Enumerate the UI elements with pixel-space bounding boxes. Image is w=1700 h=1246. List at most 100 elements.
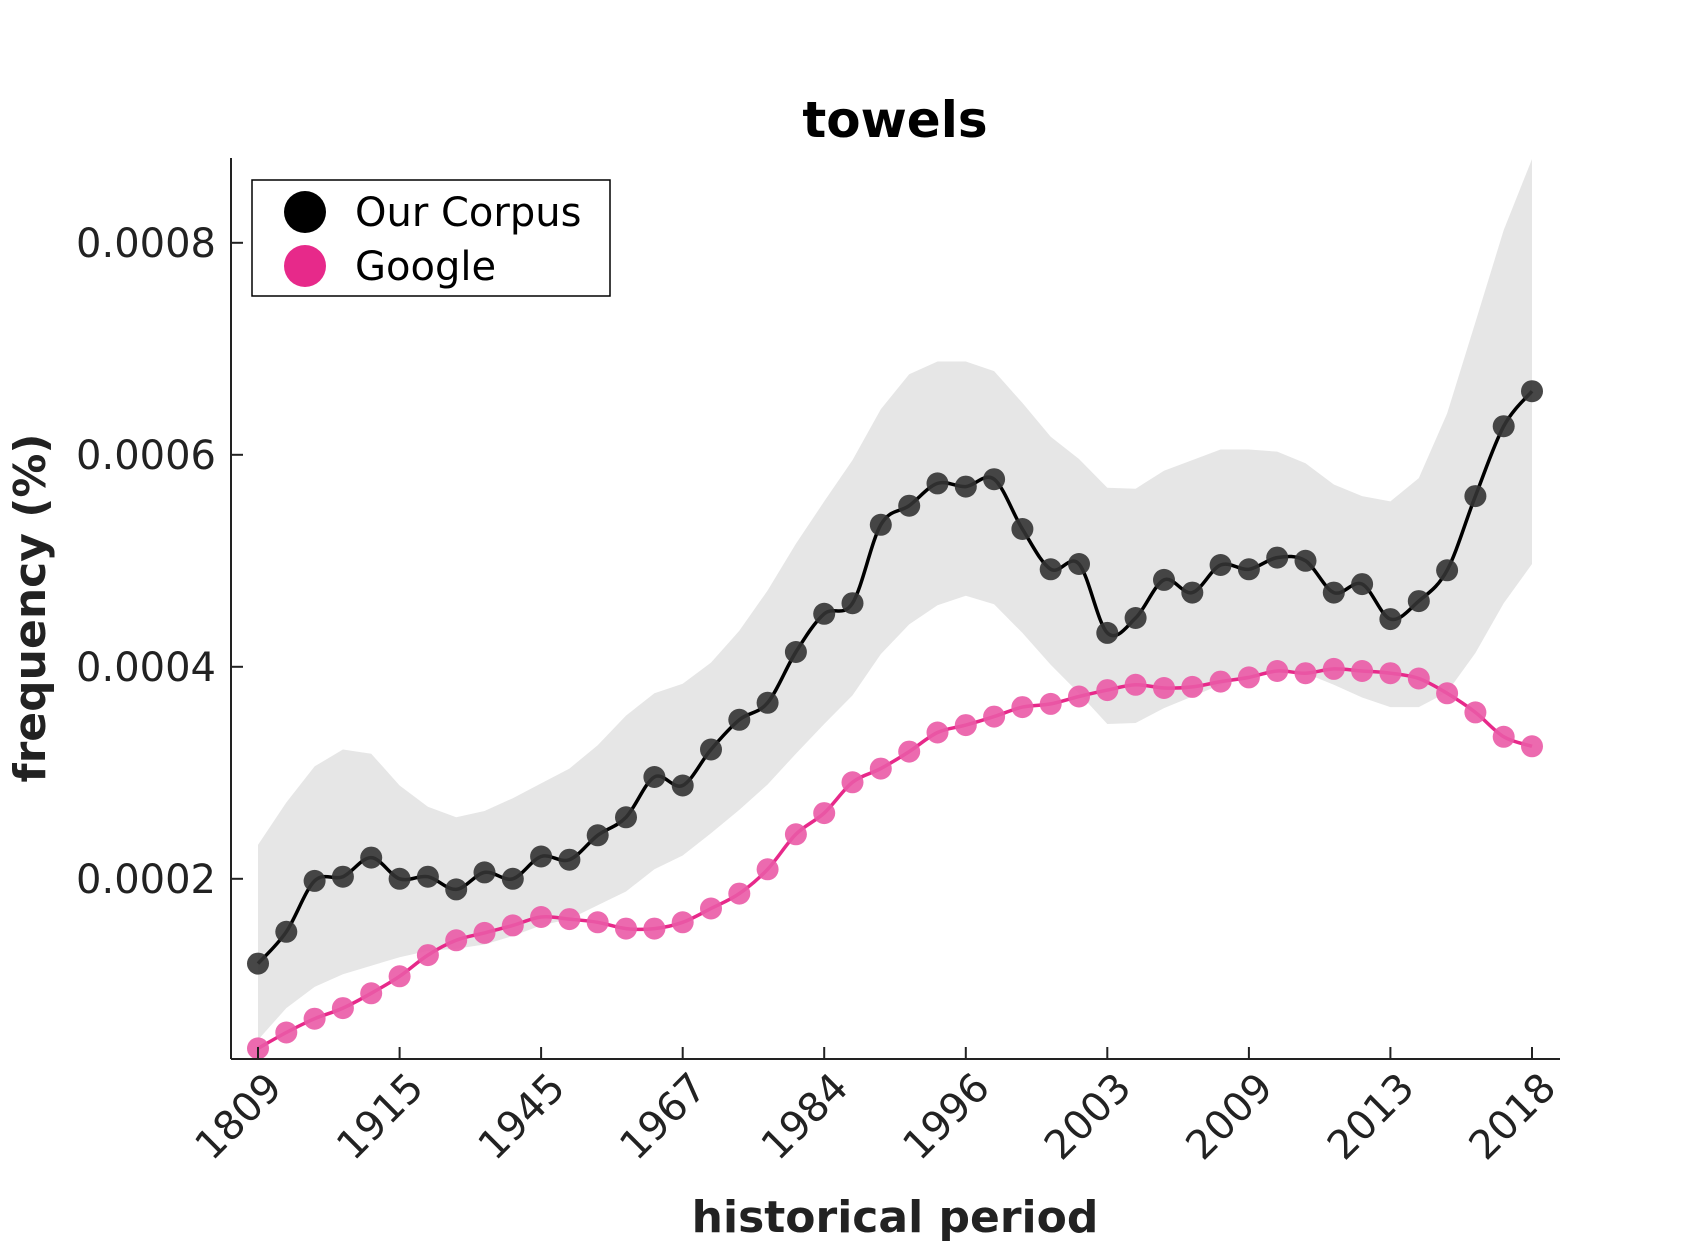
- our-corpus-point: [1039, 558, 1062, 581]
- our-corpus-point: [615, 806, 637, 829]
- our-corpus-point: [473, 861, 496, 884]
- google-point: [1379, 662, 1402, 685]
- our-corpus-point: [247, 952, 269, 975]
- legend-label-google: Google: [355, 244, 496, 290]
- our-corpus-point: [360, 846, 383, 869]
- google-point: [1266, 660, 1289, 682]
- y-tick-label: 0.0002: [76, 857, 216, 903]
- google-point: [1351, 660, 1374, 682]
- google-line: [257, 667, 1533, 1050]
- confidence-band-layer: [258, 159, 1532, 1040]
- our-corpus-point: [1011, 518, 1034, 540]
- google-point: [1039, 692, 1062, 715]
- google-point: [841, 771, 864, 794]
- our-corpus-point: [1237, 558, 1260, 581]
- our-corpus-point: [1153, 568, 1175, 591]
- google-point: [700, 897, 722, 920]
- our-corpus-point: [1379, 608, 1402, 631]
- our-corpus-point: [926, 472, 949, 495]
- y-axis-label: frequency (%): [5, 433, 56, 782]
- google-point: [530, 906, 553, 928]
- google-point: [671, 911, 694, 934]
- our-corpus-point: [1124, 607, 1147, 629]
- our-corpus-point: [586, 824, 609, 847]
- our-corpus-point: [445, 878, 468, 901]
- our-corpus-point: [1464, 485, 1487, 508]
- google-point: [416, 944, 439, 967]
- google-point: [898, 740, 921, 763]
- google-point: [1011, 696, 1034, 719]
- google-point: [501, 914, 524, 937]
- google-point: [756, 858, 779, 881]
- x-axis-label: historical period: [692, 1192, 1099, 1243]
- google-point: [1068, 685, 1090, 708]
- y-tick-label: 0.0004: [76, 645, 216, 691]
- google-point: [1464, 701, 1487, 724]
- our-corpus-point: [1068, 553, 1090, 575]
- x-tick-label: 1945: [470, 1065, 575, 1170]
- series-points-layer: [247, 380, 1543, 1060]
- google-point: [954, 714, 977, 737]
- google-point: [473, 921, 496, 944]
- our-corpus-point: [303, 869, 326, 892]
- our-corpus-point: [983, 468, 1006, 491]
- our-corpus-point: [331, 865, 354, 888]
- google-point: [360, 982, 383, 1005]
- google-point: [1492, 725, 1515, 748]
- google-point: [1124, 673, 1147, 696]
- legend-label-our-corpus: Our Corpus: [355, 190, 581, 236]
- our-corpus-point: [1492, 415, 1515, 438]
- google-point: [983, 705, 1006, 728]
- our-corpus-point: [954, 475, 977, 498]
- our-corpus-confidence-band: [258, 159, 1532, 1040]
- our-corpus-point: [1294, 549, 1317, 572]
- our-corpus-point: [530, 845, 553, 868]
- our-corpus-point: [728, 708, 751, 731]
- our-corpus-point: [1407, 590, 1430, 613]
- our-corpus-line: [256, 390, 1534, 965]
- our-corpus-point: [671, 774, 694, 797]
- x-tick-label: 2003: [1036, 1065, 1141, 1170]
- our-corpus-point: [784, 641, 807, 663]
- google-point: [1153, 677, 1175, 699]
- google-point: [643, 917, 666, 940]
- our-corpus-point: [898, 494, 921, 517]
- x-tick-label: 2018: [1461, 1065, 1566, 1170]
- google-point: [586, 911, 609, 934]
- google-point: [303, 1007, 326, 1030]
- our-corpus-point: [700, 738, 722, 761]
- google-point: [1209, 670, 1232, 693]
- legend-marker-our-corpus: [284, 191, 326, 233]
- our-corpus-point: [1209, 554, 1232, 576]
- our-corpus-point: [1351, 573, 1374, 596]
- chart-title: towels: [802, 91, 987, 149]
- our-corpus-point: [643, 766, 666, 788]
- google-point: [813, 802, 836, 825]
- google-point: [1096, 679, 1119, 702]
- google-point: [275, 1021, 298, 1044]
- google-point: [1322, 657, 1345, 680]
- axes: [230, 158, 1560, 1060]
- our-corpus-point: [1436, 559, 1459, 582]
- our-corpus-point: [388, 867, 411, 890]
- google-point: [388, 965, 411, 988]
- google-point: [869, 757, 892, 780]
- our-corpus-point: [813, 602, 836, 625]
- x-tick-label: 2009: [1177, 1065, 1282, 1170]
- google-point: [558, 908, 581, 931]
- y-tick-label: 0.0006: [76, 433, 216, 479]
- x-tick-label: 1915: [328, 1065, 433, 1170]
- google-point: [445, 929, 468, 952]
- series-lines-layer: [256, 390, 1534, 1050]
- google-point: [1181, 675, 1204, 698]
- our-corpus-point: [558, 848, 581, 871]
- our-corpus-point: [1096, 621, 1119, 644]
- google-point: [1407, 667, 1430, 690]
- legend: Our Corpus Google: [251, 179, 611, 297]
- x-tick-label: 2013: [1319, 1065, 1424, 1170]
- x-tick-label: 1967: [611, 1065, 716, 1170]
- our-corpus-point: [1521, 380, 1543, 403]
- google-point: [728, 882, 751, 905]
- google-point: [1237, 666, 1260, 689]
